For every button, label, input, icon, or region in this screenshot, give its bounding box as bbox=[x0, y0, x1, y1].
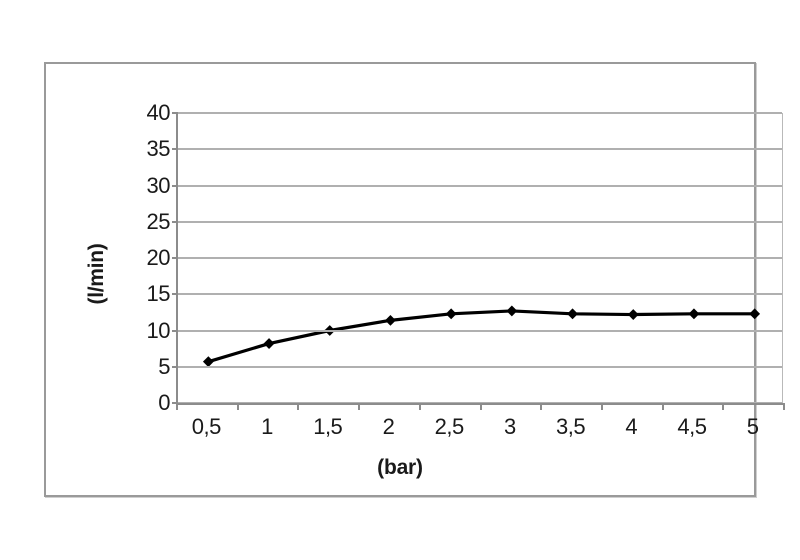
x-tick-mark-8 bbox=[661, 403, 664, 410]
x-tick-label-7: 4 bbox=[625, 414, 638, 439]
data-point-marker-1 bbox=[263, 338, 275, 349]
data-point-marker-9 bbox=[749, 308, 761, 320]
x-tick-label-3: 2 bbox=[382, 414, 395, 439]
line-series bbox=[202, 305, 761, 368]
x-tick-mark-5 bbox=[479, 403, 482, 410]
x-tick-mark-1 bbox=[236, 403, 239, 410]
gridline-25 bbox=[178, 220, 782, 223]
y-axis-tick-labels: 0 5 10 15 20 25 30 35 40 bbox=[122, 102, 171, 414]
data-point-marker-4 bbox=[445, 308, 457, 320]
gridline-40 bbox=[178, 112, 782, 114]
y-tick-mark-30 bbox=[172, 184, 178, 187]
gridline-30 bbox=[178, 184, 782, 187]
data-point-marker-8 bbox=[688, 308, 700, 320]
y-tick-mark-10 bbox=[172, 329, 178, 332]
data-point-marker-5 bbox=[506, 305, 518, 317]
gridline-35 bbox=[178, 148, 782, 151]
x-tick-mark-4 bbox=[418, 403, 421, 410]
y-tick-label-10: 10 bbox=[146, 317, 171, 343]
x-axis-tick-labels: 0,5 1 1,5 2 2,5 3 3,5 4 4,5 5 bbox=[176, 416, 783, 450]
y-tick-label-25: 25 bbox=[146, 208, 171, 234]
x-axis-title: (bar) bbox=[377, 456, 423, 479]
x-tick-label-1: 1 bbox=[261, 414, 273, 439]
y-tick-label-30: 30 bbox=[146, 172, 171, 198]
x-tick-label-9: 5 bbox=[746, 414, 759, 439]
y-tick-label-20: 20 bbox=[146, 245, 171, 270]
x-tick-mark-6 bbox=[540, 403, 543, 410]
x-tick-label-5: 3 bbox=[503, 414, 516, 439]
y-tick-label-15: 15 bbox=[146, 281, 171, 307]
y-tick-label-5: 5 bbox=[158, 353, 170, 379]
series-line bbox=[206, 309, 757, 364]
x-tick-label-4: 2,5 bbox=[434, 414, 465, 439]
gridline-15 bbox=[178, 293, 782, 296]
x-tick-label-8: 4,5 bbox=[677, 414, 707, 439]
y-tick-mark-20 bbox=[172, 257, 178, 259]
gridline-5 bbox=[178, 365, 782, 368]
x-tick-mark-10 bbox=[783, 403, 785, 410]
y-tick-mark-40 bbox=[172, 112, 178, 114]
y-tick-label-40: 40 bbox=[146, 100, 171, 125]
x-tick-label-2: 1,5 bbox=[313, 414, 343, 439]
y-tick-label-35: 35 bbox=[146, 136, 171, 162]
x-tick-label-0: 0,5 bbox=[191, 414, 222, 439]
chart-frame: (l/min) 0 5 10 15 20 25 30 35 40 0,5 1 1,5 2 2,5 3 3,5… bbox=[44, 62, 785, 497]
y-axis-title: (l/min) bbox=[85, 243, 108, 305]
gridline-20 bbox=[178, 257, 782, 259]
x-tick-mark-7 bbox=[600, 403, 603, 410]
x-tick-mark-0 bbox=[176, 403, 178, 410]
data-point-marker-7 bbox=[627, 309, 639, 320]
y-tick-mark-0 bbox=[172, 402, 178, 404]
plot-area bbox=[172, 112, 783, 404]
x-tick-mark-9 bbox=[722, 403, 725, 410]
x-tick-mark-3 bbox=[358, 403, 361, 410]
y-tick-label-0: 0 bbox=[158, 390, 170, 415]
data-point-marker-3 bbox=[385, 314, 396, 326]
gridline-10 bbox=[178, 329, 782, 332]
data-point-marker-6 bbox=[567, 308, 578, 320]
x-tick-label-6: 3,5 bbox=[556, 414, 586, 439]
x-tick-mark-2 bbox=[297, 403, 300, 410]
y-tick-mark-15 bbox=[172, 293, 178, 296]
y-tick-mark-5 bbox=[172, 365, 178, 368]
y-tick-mark-25 bbox=[172, 220, 178, 223]
y-tick-mark-35 bbox=[172, 148, 178, 151]
